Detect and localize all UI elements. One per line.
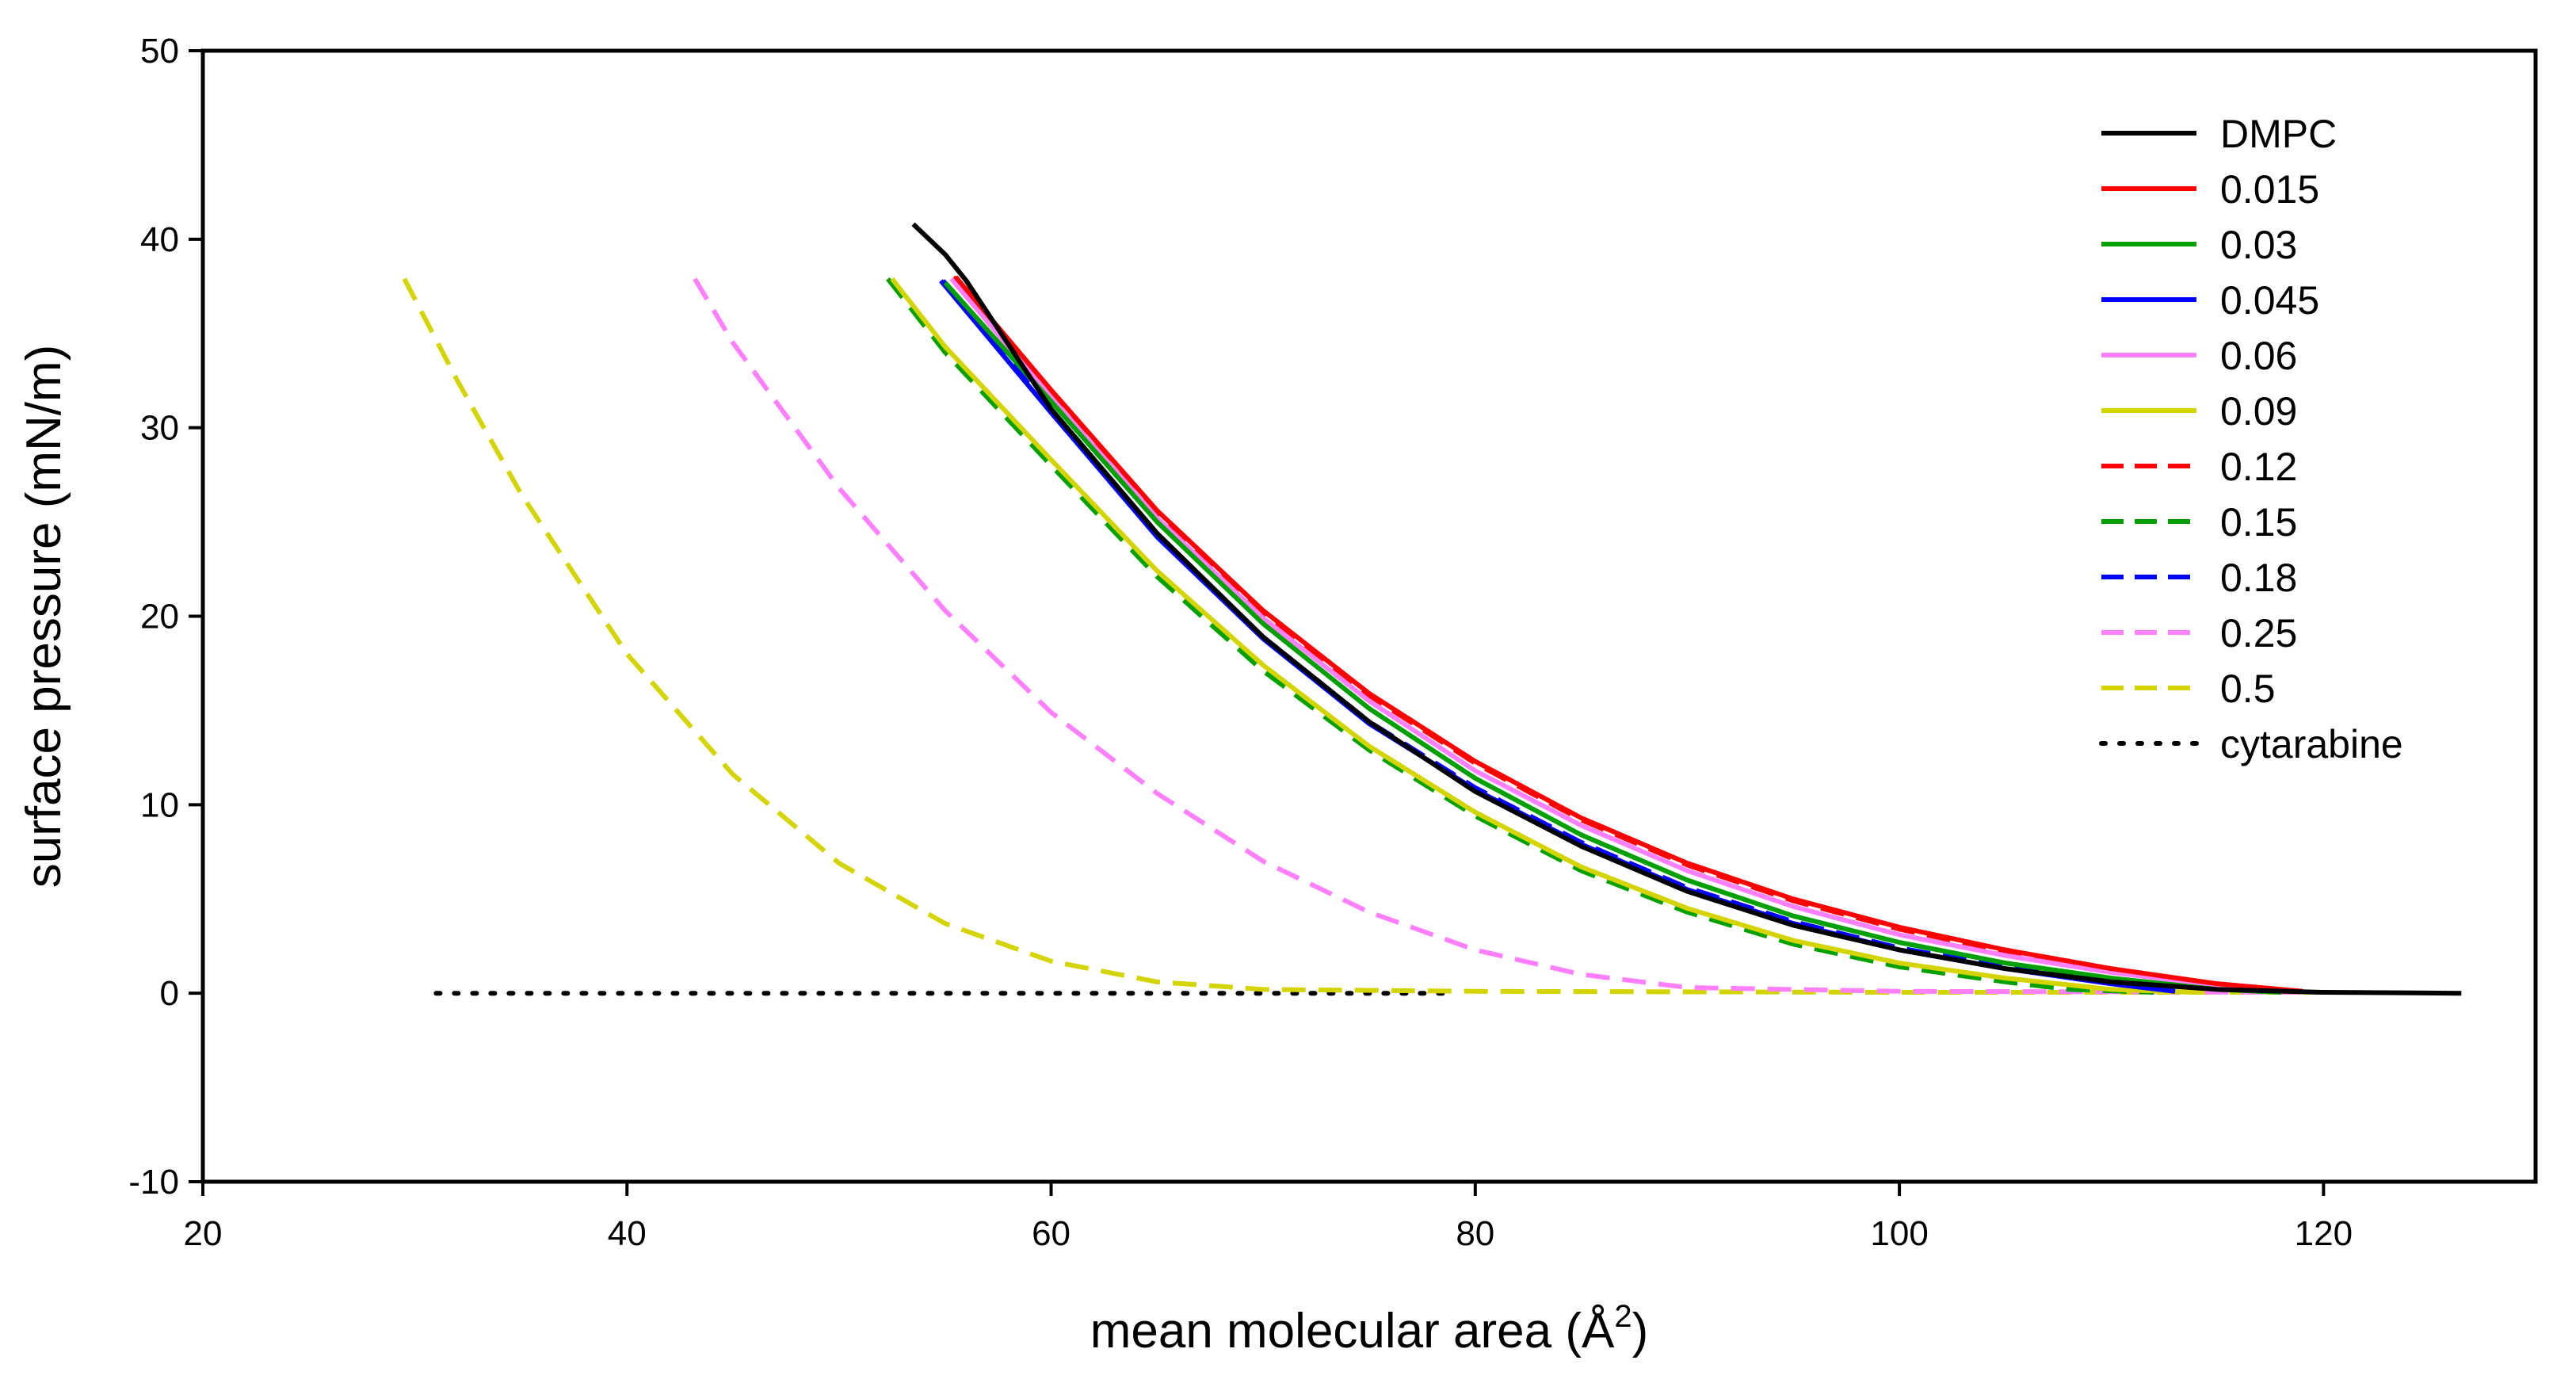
legend-label: 0.15 [2220, 500, 2297, 544]
series-line-0-5 [402, 277, 2324, 995]
plot-lines [402, 222, 2462, 996]
x-axis-title-superscript: 2 [1614, 1299, 1631, 1334]
y-tick-label: 20 [140, 598, 179, 636]
x-tick-label: 80 [1456, 1214, 1494, 1253]
legend-label: 0.03 [2220, 223, 2297, 267]
x-tick-label: 60 [1032, 1214, 1070, 1253]
x-tick-label: 40 [608, 1214, 647, 1253]
series-line-0-06 [949, 277, 2282, 995]
x-tick-label: 20 [184, 1214, 223, 1253]
series-line-0-25 [693, 277, 2324, 995]
y-axis-title: surface pressure (mN/m) [17, 345, 71, 888]
legend-label: 0.5 [2220, 667, 2276, 711]
legend-label: 0.12 [2220, 445, 2297, 489]
legend-label: 0.06 [2220, 334, 2297, 378]
y-tick-label: 0 [160, 974, 179, 1013]
legend-label: 0.18 [2220, 556, 2297, 600]
legend-label: 0.045 [2220, 278, 2319, 323]
legend-label: 0.25 [2220, 611, 2297, 655]
y-tick-label: -10 [128, 1163, 179, 1202]
axes: 20 40 60 80 100 120 -10 0 10 20 30 40 50 [128, 32, 2538, 1253]
y-axis-ticks: -10 0 10 20 30 40 50 [128, 32, 203, 1202]
x-axis-title-end: ) [1632, 1304, 1649, 1358]
legend-label: cytarabine [2220, 722, 2403, 766]
x-tick-label: 100 [1870, 1214, 1928, 1253]
y-tick-label: 40 [140, 220, 179, 259]
x-tick-label: 120 [2295, 1214, 2353, 1253]
y-tick-label: 10 [140, 785, 179, 824]
y-tick-label: 30 [140, 409, 179, 448]
x-axis-title: mean molecular area (Å2) [1090, 1299, 1649, 1358]
legend: DMPC 0.015 0.03 0.045 0.06 0.09 0.12 0.15 0.18 0.… [2099, 112, 2403, 766]
x-axis-ticks: 20 40 60 80 100 120 [184, 1182, 2353, 1253]
series-line-0-15 [886, 277, 2154, 995]
series-line-0-015 [953, 275, 2303, 994]
series-line-0-09 [890, 277, 2196, 995]
legend-label: 0.09 [2220, 389, 2297, 434]
legend-label: DMPC [2220, 112, 2337, 156]
series-line-0-03 [943, 281, 2281, 995]
series-line-dmpc [911, 222, 2462, 996]
legend-label: 0.015 [2220, 167, 2319, 212]
y-tick-label: 50 [140, 32, 179, 71]
